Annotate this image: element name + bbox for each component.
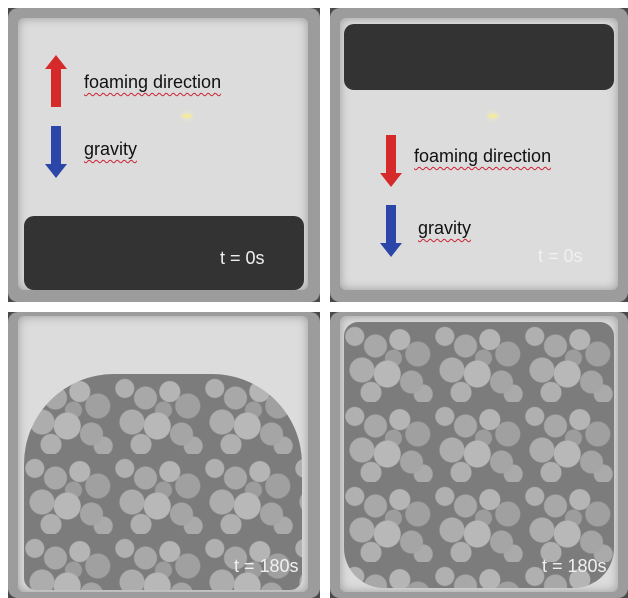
foam-structure xyxy=(24,374,302,590)
time-label: t = 180s xyxy=(542,556,607,576)
foaming-direction-label: foaming direction xyxy=(414,146,552,166)
time-label: t = 0s xyxy=(220,248,265,268)
up-arrow-icon xyxy=(45,55,67,107)
panel-top-right: foaming direction gravity t = 0s xyxy=(330,8,628,302)
down-arrow-icon xyxy=(380,205,402,257)
glint xyxy=(488,114,498,118)
gravity-label: gravity xyxy=(84,139,138,159)
panel-top-left: foaming direction gravity t = 0s xyxy=(8,8,320,302)
initial-material-band xyxy=(344,24,614,90)
gravity-label: gravity xyxy=(418,218,472,238)
foaming-direction-label: foaming direction xyxy=(84,72,222,92)
down-arrow-icon xyxy=(380,135,402,187)
panel-bottom-right: t = 180s xyxy=(330,312,628,598)
down-arrow-icon xyxy=(45,126,67,178)
panel-bottom-left: t = 180s xyxy=(8,312,320,598)
initial-material-band xyxy=(24,216,304,290)
foam-structure xyxy=(344,322,614,588)
time-label: t = 0s xyxy=(538,246,583,266)
time-label: t = 180s xyxy=(234,556,299,576)
glint xyxy=(182,114,192,118)
